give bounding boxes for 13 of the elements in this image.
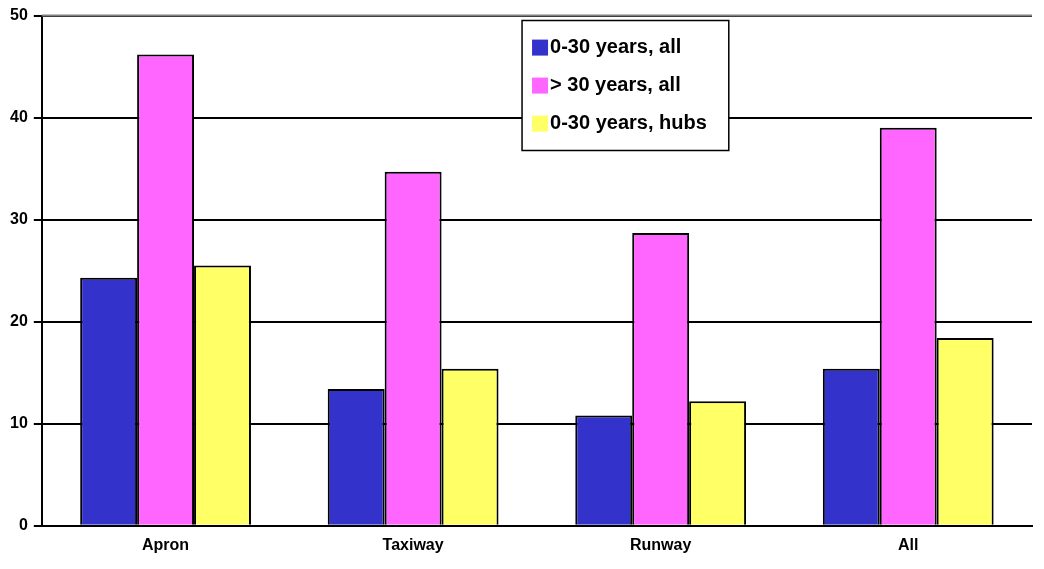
x-tick-label: Taxiway bbox=[382, 535, 444, 553]
y-tick-label: 30 bbox=[10, 210, 28, 228]
y-tick-label: 40 bbox=[10, 108, 28, 126]
y-tick-label: 0 bbox=[18, 516, 28, 534]
y-tick-label: 10 bbox=[10, 414, 28, 432]
legend-label: 0-30 years, hubs bbox=[550, 111, 707, 134]
y-tick-label: 20 bbox=[10, 312, 28, 330]
x-tick-label: Apron bbox=[142, 535, 190, 553]
legend-label: > 30 years, all bbox=[550, 73, 681, 96]
legend-label: 0-30 years, all bbox=[550, 35, 682, 58]
x-tick-label: All bbox=[898, 535, 919, 553]
y-tick-label: 50 bbox=[10, 6, 28, 24]
x-tick-label: Runway bbox=[630, 535, 692, 553]
